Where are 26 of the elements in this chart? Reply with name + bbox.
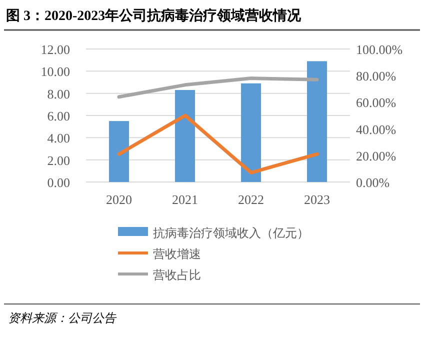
- y2-tick-label: 80.00%: [356, 68, 396, 84]
- y2-tick-label: 100.00%: [356, 42, 403, 57]
- y-tick-label: 2.00: [47, 152, 70, 168]
- legend-label: 抗病毒治疗领域收入（亿元）: [153, 226, 309, 240]
- x-tick-label: 2021: [172, 192, 198, 207]
- x-tick-label: 2022: [238, 192, 264, 207]
- y-tick-label: 6.00: [47, 108, 70, 124]
- x-tick-label: 2020: [106, 192, 132, 207]
- bar: [175, 90, 195, 182]
- y-tick-label: 8.00: [47, 86, 70, 102]
- y-tick-label: 0.00: [47, 175, 70, 190]
- y2-tick-label: 0.00%: [356, 175, 390, 190]
- y2-tick-label: 60.00%: [356, 95, 396, 110]
- y-tick-label: 12.00: [40, 42, 70, 57]
- y2-tick-label: 40.00%: [356, 122, 396, 137]
- text: 资料来源：公司公告: [8, 311, 117, 325]
- legend-label: 营收增速: [153, 247, 201, 261]
- y-tick-label: 4.00: [47, 130, 70, 146]
- bar: [307, 61, 327, 182]
- x-tick-label: 2023: [304, 192, 330, 207]
- y-tick-label: 10.00: [40, 64, 70, 80]
- y2-tick-label: 20.00%: [356, 148, 396, 164]
- bar: [109, 121, 129, 182]
- title: 图 3：2020-2023年公司抗病毒治疗领域营收情况: [6, 9, 302, 24]
- legend-label: 营收占比: [153, 268, 201, 282]
- bar: [241, 83, 261, 182]
